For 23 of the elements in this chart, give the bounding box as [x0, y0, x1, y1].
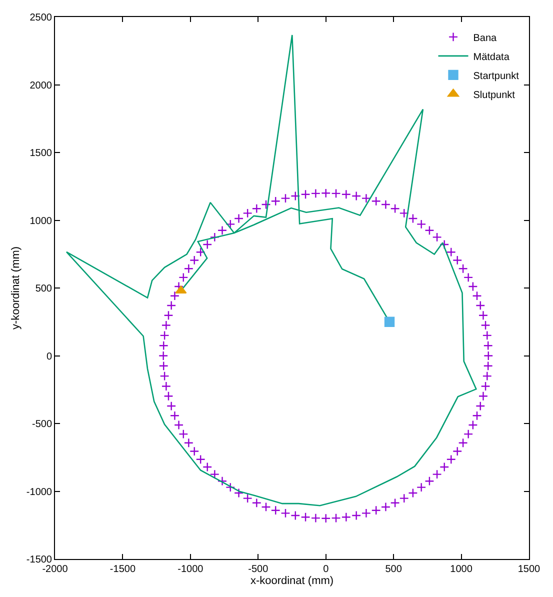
y-axis-title: y-koordinat (mm): [10, 246, 22, 330]
legend-label: Slutpunkt: [473, 90, 516, 101]
y-tick-label: 2000: [30, 80, 52, 92]
y-tick-label: 1000: [30, 216, 52, 227]
x-tick-label: 1500: [518, 564, 541, 575]
y-tick-label: 0: [46, 351, 52, 362]
x-tick-label: -1000: [178, 564, 204, 575]
x-tick-label: -2000: [42, 564, 68, 575]
legend-label: Startpunkt: [473, 70, 520, 82]
y-tick-label: 1500: [30, 148, 52, 159]
x-tick-label: -1500: [110, 564, 136, 575]
x-tick-label: 0: [323, 564, 330, 575]
x-tick-label: 500: [385, 564, 402, 575]
y-tick-label: 500: [35, 284, 52, 294]
y-tick-label: 2500: [30, 12, 52, 24]
y-tick-label: -500: [32, 419, 52, 430]
y-tick-label: -1000: [26, 486, 52, 498]
legend-label: Bana: [473, 32, 498, 44]
x-axis-title: x-koordinat (mm): [250, 575, 334, 588]
y-tick-label: -1500: [26, 554, 52, 566]
x-tick-label: -500: [248, 564, 269, 575]
legend-label: Mätdata: [473, 52, 510, 63]
x-tick-label: 1000: [450, 564, 473, 575]
